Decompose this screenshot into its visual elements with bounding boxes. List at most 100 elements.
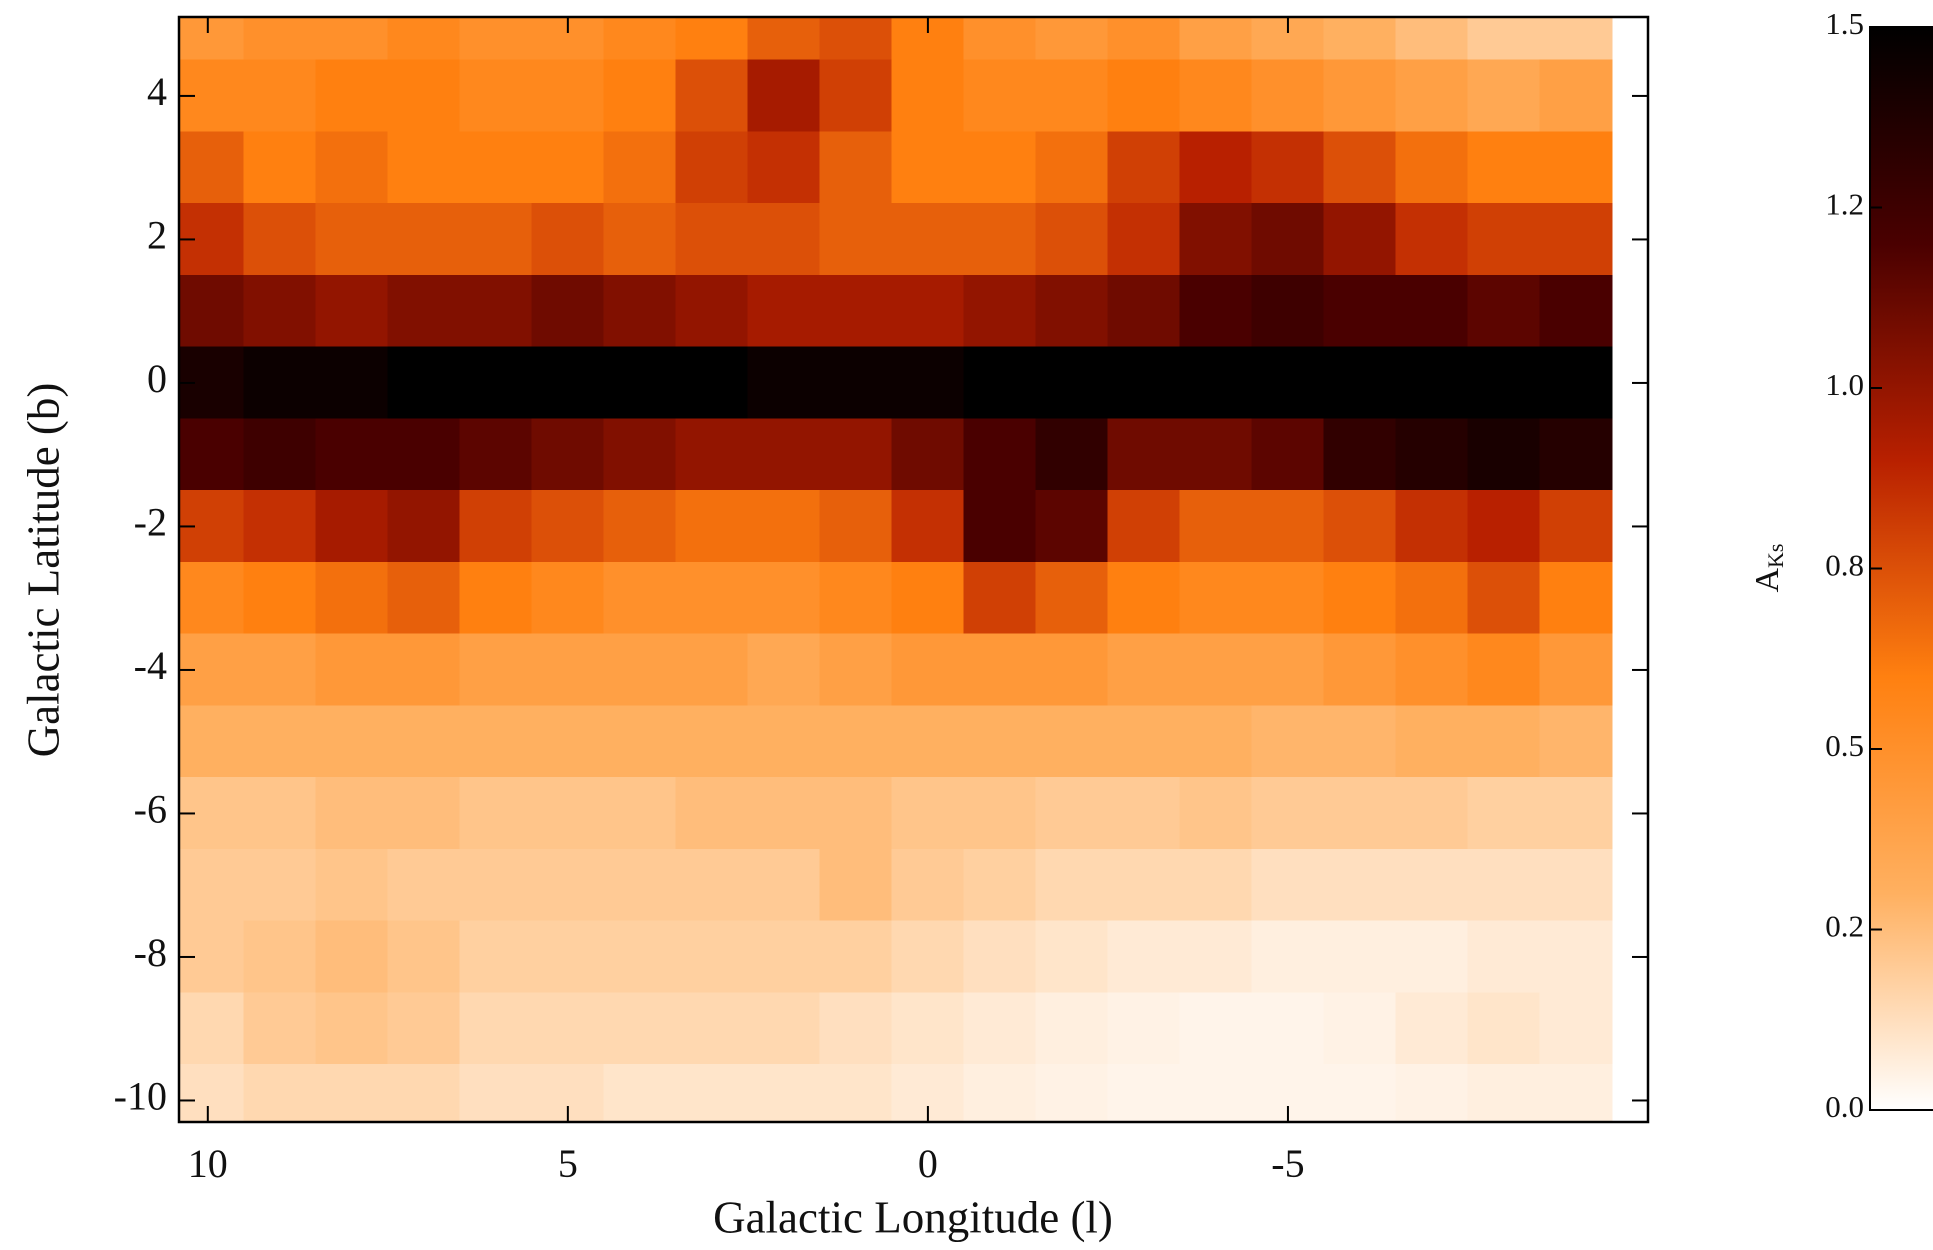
- heatmap-cell: [1035, 848, 1109, 922]
- heatmap-cell: [1467, 705, 1541, 779]
- y-tick-label: 0: [147, 356, 167, 401]
- heatmap-cell: [891, 992, 965, 1066]
- heatmap-cell: [1107, 490, 1181, 563]
- heatmap-cell: [243, 777, 317, 850]
- heatmap-cell: [603, 561, 677, 635]
- heatmap-cell: [1539, 17, 1613, 61]
- heatmap-cell: [603, 920, 677, 994]
- heatmap-cell: [387, 274, 461, 348]
- heatmap-cell: [243, 705, 317, 779]
- heatmap-cell: [1107, 992, 1181, 1066]
- heatmap-cell: [1179, 777, 1253, 850]
- heatmap-cell: [531, 131, 605, 205]
- heatmap: [179, 17, 1613, 1122]
- heatmap-cell: [1251, 1064, 1325, 1122]
- heatmap-cell: [1467, 490, 1541, 563]
- heatmap-cell: [891, 633, 965, 707]
- heatmap-cell: [1107, 346, 1181, 420]
- heatmap-cell: [603, 418, 677, 492]
- heatmap-cell: [747, 992, 821, 1066]
- heatmap-cell: [1035, 777, 1109, 850]
- heatmap-cell: [819, 1064, 893, 1122]
- heatmap-cell: [1467, 633, 1541, 707]
- heatmap-cell: [179, 131, 245, 205]
- heatmap-cell: [243, 418, 317, 492]
- heatmap-cell: [1251, 274, 1325, 348]
- heatmap-cell: [315, 346, 389, 420]
- heatmap-cell: [819, 848, 893, 922]
- heatmap-cell: [1467, 561, 1541, 635]
- heatmap-cell: [459, 777, 533, 850]
- heatmap-cell: [1107, 17, 1181, 61]
- heatmap-cell: [1467, 1064, 1541, 1122]
- heatmap-cell: [1467, 131, 1541, 205]
- heatmap-cell: [891, 274, 965, 348]
- heatmap-cell: [603, 633, 677, 707]
- heatmap-cell: [1179, 346, 1253, 420]
- heatmap-cell: [459, 848, 533, 922]
- heatmap-cell: [1395, 992, 1469, 1066]
- heatmap-cell: [243, 633, 317, 707]
- y-tick-label: 4: [147, 69, 167, 114]
- heatmap-cell: [963, 17, 1037, 61]
- heatmap-cell: [603, 1064, 677, 1122]
- heatmap-cell: [179, 274, 245, 348]
- heatmap-cell: [603, 59, 677, 133]
- heatmap-cell: [603, 131, 677, 205]
- heatmap-cell: [1467, 17, 1541, 61]
- heatmap-cell: [387, 920, 461, 994]
- heatmap-cell: [1323, 992, 1397, 1066]
- heatmap-cell: [675, 131, 749, 205]
- heatmap-cell: [459, 633, 533, 707]
- y-tick-label: -4: [134, 643, 167, 688]
- heatmap-cell: [675, 705, 749, 779]
- heatmap-cell: [675, 17, 749, 61]
- heatmap-cell: [1251, 633, 1325, 707]
- heatmap-cell: [1107, 848, 1181, 922]
- heatmap-cell: [315, 777, 389, 850]
- heatmap-cell: [1323, 131, 1397, 205]
- heatmap-cell: [1179, 418, 1253, 492]
- heatmap-cell: [1539, 633, 1613, 707]
- heatmap-cell: [315, 17, 389, 61]
- x-tick-label: 10: [188, 1141, 228, 1186]
- heatmap-cell: [243, 17, 317, 61]
- heatmap-cell: [1539, 777, 1613, 850]
- heatmap-cell: [891, 131, 965, 205]
- heatmap-cell: [1323, 490, 1397, 563]
- colorbar-label: AKs: [1749, 543, 1788, 592]
- heatmap-cell: [243, 992, 317, 1066]
- heatmap-cell: [243, 203, 317, 276]
- heatmap-cell: [387, 848, 461, 922]
- heatmap-cell: [315, 992, 389, 1066]
- heatmap-cell: [747, 633, 821, 707]
- heatmap-cell: [747, 848, 821, 922]
- y-tick-label: -8: [134, 930, 167, 975]
- heatmap-cell: [179, 848, 245, 922]
- colorbar-tick-label: 1.0: [1825, 367, 1864, 402]
- y-axis-label: Galactic Latitude (b): [18, 383, 68, 758]
- heatmap-cell: [1251, 777, 1325, 850]
- heatmap-cell: [531, 203, 605, 276]
- heatmap-cell: [243, 561, 317, 635]
- y-tick-label: 2: [147, 213, 167, 258]
- heatmap-cell: [747, 418, 821, 492]
- heatmap-cell: [459, 17, 533, 61]
- heatmap-cell: [963, 633, 1037, 707]
- heatmap-cell: [1035, 346, 1109, 420]
- heatmap-cell: [243, 346, 317, 420]
- heatmap-cell: [315, 705, 389, 779]
- heatmap-cell: [747, 17, 821, 61]
- x-axis-label: Galactic Longitude (l): [713, 1192, 1113, 1242]
- heatmap-cell: [1179, 203, 1253, 276]
- heatmap-cell: [315, 490, 389, 563]
- heatmap-cell: [675, 848, 749, 922]
- heatmap-cell: [179, 992, 245, 1066]
- heatmap-cell: [459, 274, 533, 348]
- heatmap-cell: [1251, 203, 1325, 276]
- heatmap-cell: [1179, 992, 1253, 1066]
- heatmap-cell: [675, 59, 749, 133]
- heatmap-cell: [1179, 920, 1253, 994]
- heatmap-cell: [747, 490, 821, 563]
- heatmap-cell: [963, 777, 1037, 850]
